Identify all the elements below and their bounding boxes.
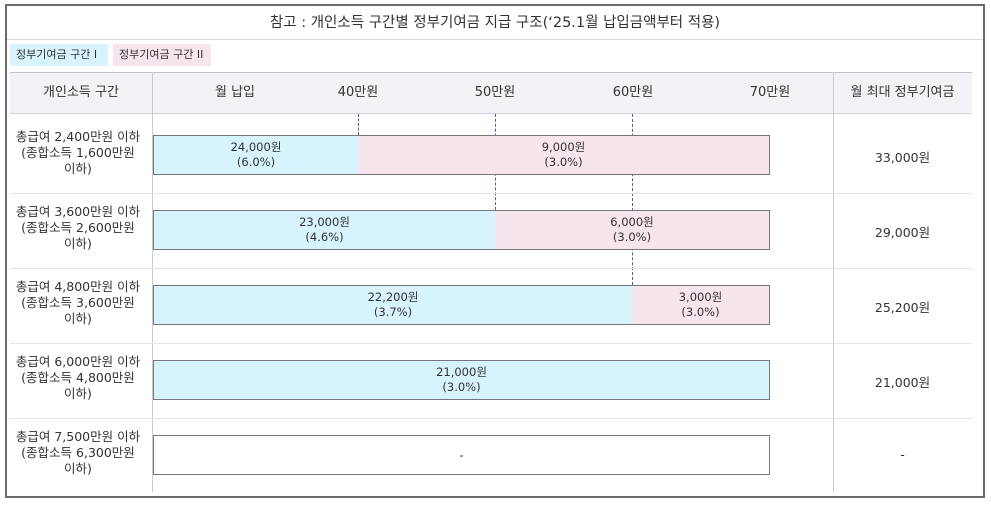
max-contribution-value: 25,200원 <box>874 300 931 315</box>
header-monthly-payment: 월 납입 <box>214 85 255 100</box>
max-contribution-value: - <box>900 447 905 462</box>
x-tick-label: 50만원 <box>474 85 516 100</box>
bar-data-label: - <box>459 447 464 462</box>
bar-data-label: 22,200원 (3.7%) <box>367 290 419 319</box>
max-contribution-value: 29,000원 <box>874 225 931 240</box>
bar-segment-tier-2: 6,000원 (3.0%) <box>495 210 770 250</box>
bar-segment-tier-2: 9,000원 (3.0%) <box>358 135 770 175</box>
column-divider <box>833 72 834 492</box>
income-range-label: 총급여 3,600만원 이하 (종합소득 2,600만원 이하) <box>15 204 141 251</box>
header-income-range: 개인소득 구간 <box>43 85 119 100</box>
row-divider <box>10 268 972 269</box>
bar-data-label: 6,000원 (3.0%) <box>610 215 654 244</box>
row-divider <box>10 193 972 194</box>
bar-data-label: 3,000원 (3.0%) <box>678 290 723 319</box>
max-contribution-value: 33,000원 <box>874 150 931 165</box>
bar-segment-tier-2: 3,000원 (3.0%) <box>632 285 770 325</box>
tier-boundary-guide <box>632 114 633 285</box>
table-header: 개인소득 구간 월 납입 40만원 50만원 60만원 70만원 월 최대 정부… <box>10 72 972 114</box>
bar-data-label: 24,000원 (6.0%) <box>230 140 282 169</box>
bar-data-label: 21,000원 (3.0%) <box>436 365 487 394</box>
row-divider <box>10 343 972 344</box>
header-max-contribution: 월 최대 정부기여금 <box>850 85 955 100</box>
bar-segment-empty: - <box>153 435 770 475</box>
bar-data-label: 9,000원 (3.0%) <box>541 140 586 169</box>
max-contribution-value: 21,000원 <box>874 375 931 390</box>
bar-segment-tier-1: 24,000원 (6.0%) <box>153 135 359 175</box>
x-tick-label: 40만원 <box>337 85 379 100</box>
column-divider <box>152 72 153 492</box>
bar-data-label: 23,000원 (4.6%) <box>299 215 350 244</box>
income-range-label: 총급여 6,000만원 이하 (종합소득 4,800만원 이하) <box>15 354 141 401</box>
income-range-label: 총급여 2,400만원 이하 (종합소득 1,600만원 이하) <box>15 129 141 176</box>
x-tick-label: 60만원 <box>612 85 654 100</box>
chart-title: 참고 : 개인소득 구간별 정부기여금 지급 구조(‘25.1월 납입금액부터 … <box>7 6 983 40</box>
bar-segment-tier-1: 23,000원 (4.6%) <box>153 210 496 250</box>
tier-boundary-guide <box>358 114 359 135</box>
bar-segment-tier-1: 22,200원 (3.7%) <box>153 285 633 325</box>
legend-item-tier-1: 정부기여금 구간 I <box>10 44 108 66</box>
bar-segment-tier-1: 21,000원 (3.0%) <box>153 360 770 400</box>
income-range-label: 총급여 7,500만원 이하 (종합소득 6,300만원 이하) <box>15 429 141 476</box>
legend-item-tier-2: 정부기여금 구간 II <box>113 44 211 66</box>
row-divider <box>10 418 972 419</box>
x-tick-label: 70만원 <box>749 85 791 100</box>
income-range-label: 총급여 4,800만원 이하 (종합소득 3,600만원 이하) <box>15 279 141 326</box>
